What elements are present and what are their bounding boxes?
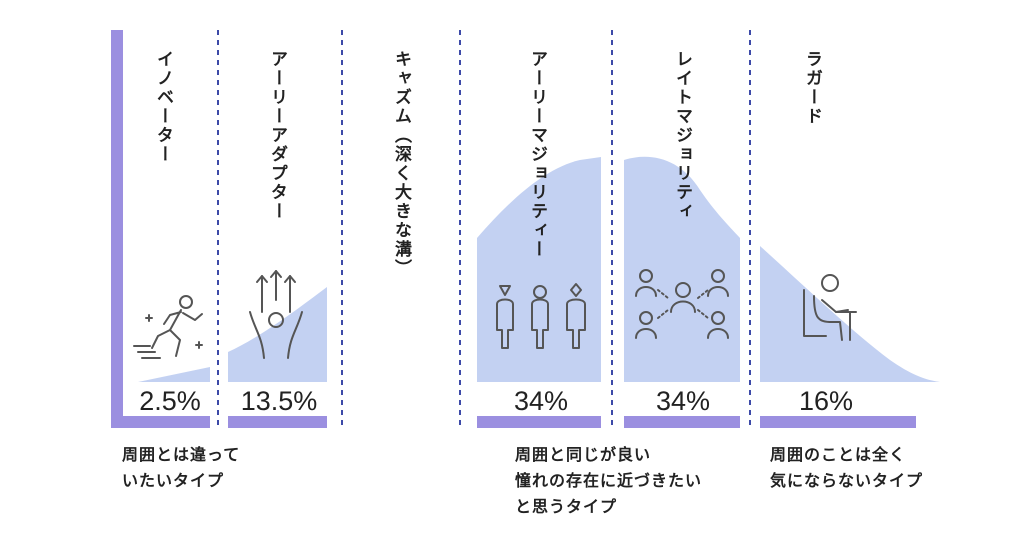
- network-people-icon: [635, 269, 729, 339]
- bottom-bar-laggards: [760, 416, 916, 428]
- bottom-bar-late-majority: [624, 416, 740, 428]
- description-line: 憧れの存在に近づきたい: [515, 471, 703, 490]
- description-laggards: 周囲のことは全く 気にならないタイプ: [770, 442, 923, 494]
- area-innovators: [138, 367, 210, 382]
- dashed-dividers: [217, 30, 751, 428]
- description-innovators: 周囲とは違って いたいタイプ: [122, 442, 240, 494]
- segment-label: ラガード: [802, 50, 822, 126]
- description-line: 周囲と同じが良い: [515, 445, 652, 464]
- description-line: 周囲のことは全く: [770, 445, 907, 464]
- value-label: 13.5%: [241, 386, 318, 416]
- three-people-icon: [496, 283, 586, 349]
- running-person-icon: [133, 295, 203, 359]
- segment-label: アーリーアダプター: [267, 50, 288, 221]
- description-majority: 周囲と同じが良い 憧れの存在に近づきたい と思うタイプ: [515, 442, 702, 520]
- value-label: 34%: [656, 386, 710, 416]
- value-label: 16%: [799, 386, 853, 416]
- bottom-bar-innovators: [111, 416, 210, 428]
- person-arrows-up-icon: [249, 270, 303, 359]
- area-early-majority: [477, 157, 601, 382]
- area-late-majority: [624, 156, 740, 382]
- segment-label: イノベーター: [153, 50, 174, 164]
- bottom-bar-early-adopters: [228, 416, 327, 428]
- segment-label: レイトマジョリティ: [672, 50, 692, 221]
- seated-person-icon: [803, 274, 857, 341]
- segment-label: キャズム（深く大きな溝）: [391, 50, 412, 278]
- area-laggards: [760, 246, 940, 382]
- value-label: 34%: [514, 386, 568, 416]
- description-line: いたいタイプ: [122, 471, 225, 490]
- description-line: 周囲とは違って: [122, 445, 241, 464]
- description-line: 気にならないタイプ: [770, 471, 924, 490]
- segment-label: アーリーマジョリティー: [527, 50, 547, 259]
- left-axis-bar: [111, 30, 123, 428]
- bottom-bar-early-majority: [477, 416, 601, 428]
- description-line: と思うタイプ: [515, 497, 618, 516]
- value-label: 2.5%: [139, 386, 201, 416]
- area-early-adopters: [228, 287, 327, 382]
